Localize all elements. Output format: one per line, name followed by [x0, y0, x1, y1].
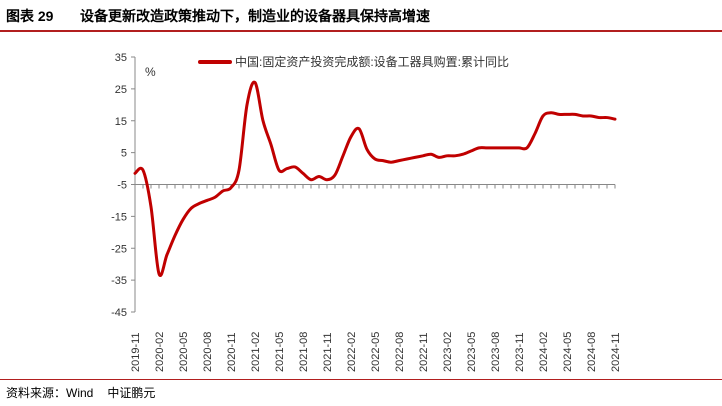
x-tick-label: 2020-11 [226, 332, 238, 372]
x-tick-label: 2023-11 [514, 332, 526, 372]
x-tick-label: 2022-08 [394, 332, 406, 372]
x-axis: 2019-11 2020-02 2020-05 2020-08 2020-11 2021-… [130, 184, 622, 372]
figure-header: 图表 29 设备更新改造政策推动下，制造业的设备器具保持高增速 [0, 0, 722, 32]
y-tick-label: -5 [117, 180, 127, 192]
y-tick-label: 5 [121, 148, 127, 160]
y-tick-label: -25 [111, 243, 127, 255]
x-tick-label: 2023-05 [466, 332, 478, 372]
bottom-rule [0, 379, 722, 380]
x-tick-label: 2020-02 [154, 332, 166, 372]
x-tick-label: 2022-11 [418, 332, 430, 372]
x-tick-label: 2024-02 [538, 332, 550, 372]
y-tick-label: -15 [111, 211, 127, 223]
y-tick-label: -35 [111, 275, 127, 287]
line-chart: 35 25 15 5 -5 -15 -25 -35 -45 2019-11 2020-02 2020… [111, 52, 622, 372]
y-axis-unit: % [145, 65, 156, 79]
x-tick-label: 2021-02 [250, 332, 262, 372]
x-tick-label: 2023-08 [490, 332, 502, 372]
x-tick-label: 2021-05 [274, 332, 286, 372]
y-axis: 35 25 15 5 -5 -15 -25 -35 -45 [111, 52, 136, 319]
x-tick-label: 2024-05 [562, 332, 574, 372]
x-tick-label: 2021-11 [322, 332, 334, 372]
figure-label: 图表 29 [6, 8, 54, 24]
top-rule [0, 30, 722, 32]
x-tick-label: 2023-02 [442, 332, 454, 372]
legend-label: 中国:固定资产投资完成额:设备工器具购置:累计同比 [235, 54, 509, 69]
series-line [133, 80, 617, 277]
x-tick-label: 2024-08 [586, 332, 598, 372]
source-note: 资料来源：Wind 中证鹏元 [6, 384, 155, 401]
x-tick-label: 2022-05 [370, 332, 382, 372]
y-tick-label: 35 [115, 52, 127, 64]
y-tick-label: -45 [111, 307, 127, 319]
x-tick-label: 2021-08 [298, 332, 310, 372]
series-group [133, 80, 617, 277]
figure-title: 设备更新改造政策推动下，制造业的设备器具保持高增速 [80, 8, 430, 24]
x-tick-label: 2024-11 [610, 332, 622, 372]
source-org: 中证鹏元 [107, 386, 156, 400]
y-tick-label: 25 [115, 84, 127, 96]
source-label: 资料来源：Wind [6, 386, 94, 400]
y-tick-label: 15 [115, 116, 127, 128]
x-tick-label: 2022-02 [346, 332, 358, 372]
legend: 中国:固定资产投资完成额:设备工器具购置:累计同比 [198, 54, 509, 69]
x-tick-label: 2020-08 [202, 332, 214, 372]
x-tick-label: 2019-11 [130, 332, 142, 372]
x-tick-label: 2020-05 [178, 332, 190, 372]
